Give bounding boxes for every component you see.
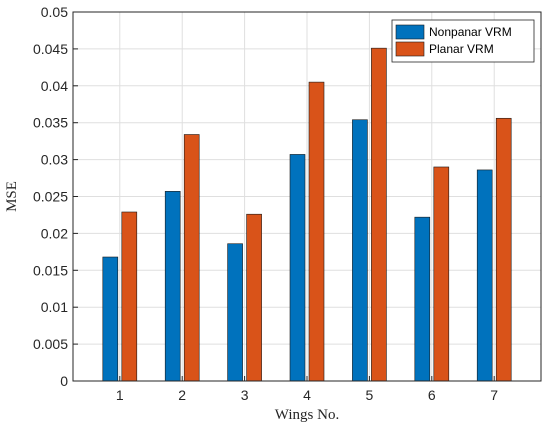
bar-planar-2 [183, 134, 200, 382]
x-tick-labels: 1 2 3 4 5 6 7 [116, 387, 498, 403]
y-axis-label: MSE [4, 181, 20, 212]
y-tick-label: 0.015 [33, 262, 68, 278]
legend-swatch-nonplanar [395, 24, 425, 40]
legend-label-planar: Planar VRM [429, 42, 494, 56]
y-tick-label: 0 [60, 373, 68, 389]
y-tick-labels: 0 0.005 0.01 0.015 0.02 0.025 0.03 0.035 0.04 0.0… [33, 4, 68, 389]
legend: Nonpanar VRM Planar VRM [391, 19, 535, 63]
bar-nonplanar-7 [476, 169, 493, 382]
y-tick-label: 0.045 [33, 41, 68, 57]
y-tick-label: 0.02 [41, 225, 68, 241]
x-tick-label: 3 [241, 387, 249, 403]
bar-nonplanar-4 [289, 154, 306, 382]
y-tick-label: 0.04 [41, 78, 68, 94]
y-tick-label: 0.035 [33, 115, 68, 131]
y-tick-label: 0.025 [33, 189, 68, 205]
axis-ticks [73, 11, 495, 382]
x-tick-label: 4 [303, 387, 311, 403]
bar-nonplanar-3 [227, 243, 243, 382]
x-tick-label: 5 [366, 387, 374, 403]
bar-planar-5 [371, 47, 387, 382]
x-tick-label: 1 [116, 387, 124, 403]
y-tick-label: 0.01 [41, 299, 68, 315]
y-tick-label: 0.005 [33, 336, 68, 352]
bar-planar-1 [121, 211, 138, 382]
bar-planar-4 [308, 81, 325, 382]
bar-nonplanar-2 [164, 191, 181, 382]
legend-label-nonplanar: Nonpanar VRM [429, 25, 512, 39]
bar-nonplanar-1 [102, 256, 119, 382]
x-tick-label: 2 [178, 387, 186, 403]
bar-nonplanar-5 [352, 119, 368, 382]
grid-lines [73, 11, 541, 382]
x-axis-label: Wings No. [275, 407, 339, 423]
legend-swatch-planar [395, 41, 425, 57]
bar-nonplanar-6 [414, 216, 431, 382]
bar-planar-7 [495, 117, 512, 382]
x-tick-label: 7 [490, 387, 498, 403]
bar-planar-6 [433, 166, 450, 382]
x-tick-label: 6 [428, 387, 436, 403]
y-tick-label: 0.03 [41, 152, 68, 168]
y-tick-label: 0.05 [41, 4, 68, 20]
bar-planar-3 [246, 213, 262, 382]
